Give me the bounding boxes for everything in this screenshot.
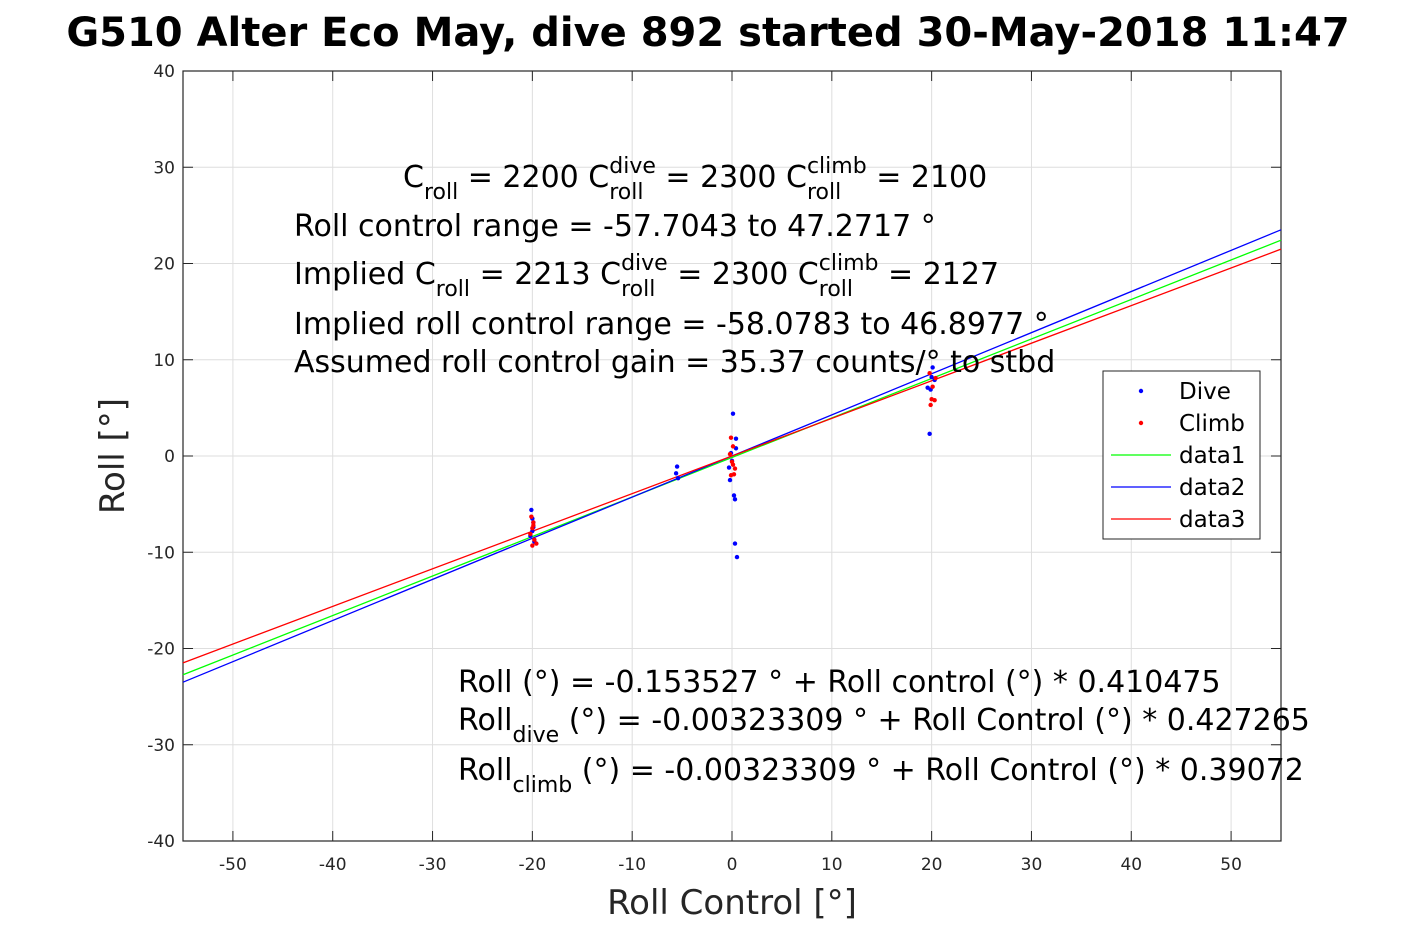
dive-point <box>674 464 680 469</box>
annotation-line: Roll (°) = -0.153527 ° + Roll control (°… <box>458 665 1221 700</box>
legend-marker <box>1138 388 1144 394</box>
climb-point <box>932 397 937 403</box>
fit-line-data3 <box>182 248 1282 664</box>
y-tick-label: 20 <box>153 255 175 275</box>
dive-point <box>927 431 932 437</box>
axis-ticks: -50 -40 -30 -20 -10 0 10 20 30 40 50 -40 -30 -20 -10 0 1… <box>147 62 1281 875</box>
annotation-line: Roll control range = -57.7043 to 47.2717… <box>294 209 936 244</box>
climb-point <box>532 537 537 542</box>
climb-point <box>930 384 935 389</box>
climb-point <box>732 466 738 471</box>
legend-label: data1 <box>1179 443 1245 469</box>
climb-point <box>927 371 932 376</box>
x-tick-label: 50 <box>1220 855 1242 875</box>
y-tick-label: -40 <box>147 832 175 852</box>
annotation-line: Rollclimb (°) = -0.00323309 ° + Roll Con… <box>458 753 1304 798</box>
x-tick-label: -40 <box>319 855 347 875</box>
legend-label: data3 <box>1179 507 1245 533</box>
annotation-line: Assumed roll control gain = 35.37 counts… <box>294 345 1055 380</box>
x-tick-label: -10 <box>618 855 646 875</box>
annotation-line: Croll = 2200 Crolldive = 2300 Crollclimb… <box>403 154 987 205</box>
climb-point <box>530 543 535 548</box>
x-tick-label: 10 <box>821 855 843 875</box>
annotation-line: Implied Croll = 2213 Crolldive = 2300 Cr… <box>294 251 999 302</box>
legend-label: Climb <box>1179 411 1245 437</box>
dive-point <box>929 374 934 380</box>
data-points <box>528 365 938 560</box>
y-tick-label: 40 <box>153 62 175 82</box>
x-axis-label: Roll Control [°] <box>607 883 857 923</box>
y-tick-label: -10 <box>147 543 175 563</box>
annotations: Croll = 2200 Crolldive = 2300 Crollclimb… <box>294 154 1310 798</box>
x-tick-label: 20 <box>921 855 943 875</box>
dive-point <box>673 471 679 476</box>
climb-point <box>531 523 536 528</box>
chart-title: G510 Alter Eco May, dive 892 started 30-… <box>66 10 1349 56</box>
annotation-line: Implied roll control range = -58.0783 to… <box>294 307 1049 342</box>
climb-point <box>730 444 736 449</box>
x-tick-label: -20 <box>518 855 546 875</box>
y-tick-label: -20 <box>147 640 175 660</box>
x-tick-label: -30 <box>419 855 447 875</box>
x-tick-label: -50 <box>219 855 247 875</box>
legend-label: data2 <box>1179 475 1245 501</box>
dive-point <box>930 365 935 370</box>
climb-point <box>528 531 533 537</box>
climb-point <box>928 402 933 408</box>
dive-point <box>529 507 534 513</box>
dive-point <box>732 497 738 502</box>
climb-point <box>728 435 734 440</box>
climb-point <box>730 462 736 467</box>
legend-label: Dive <box>1179 379 1231 405</box>
climb-point <box>529 514 534 519</box>
climb-point <box>534 541 539 546</box>
dive-point <box>675 475 681 481</box>
x-tick-label: 30 <box>1021 855 1043 875</box>
y-tick-label: 30 <box>153 158 175 178</box>
fit-lines <box>182 229 1282 683</box>
fit-line-data1 <box>182 239 1282 676</box>
y-tick-label: -30 <box>147 736 175 756</box>
annotation-line: Rolldive (°) = -0.00323309 ° + Roll Cont… <box>458 703 1310 748</box>
y-axis-label: Roll [°] <box>93 398 133 514</box>
legend-marker <box>1138 420 1144 426</box>
dive-point <box>731 493 737 498</box>
legend: Dive Climb data1 data2 data3 <box>1102 370 1261 540</box>
x-tick-label: 0 <box>727 855 738 875</box>
x-tick-label: 40 <box>1120 855 1142 875</box>
y-tick-label: 0 <box>164 447 175 467</box>
climb-point <box>727 451 733 457</box>
y-tick-label: 10 <box>153 351 175 371</box>
dive-point <box>727 477 733 483</box>
dive-point <box>726 465 732 470</box>
dive-point <box>732 541 738 546</box>
climb-point <box>933 375 938 381</box>
dive-point <box>730 411 736 416</box>
dive-point <box>734 554 740 560</box>
climb-point <box>728 473 734 478</box>
dive-point <box>733 436 739 441</box>
